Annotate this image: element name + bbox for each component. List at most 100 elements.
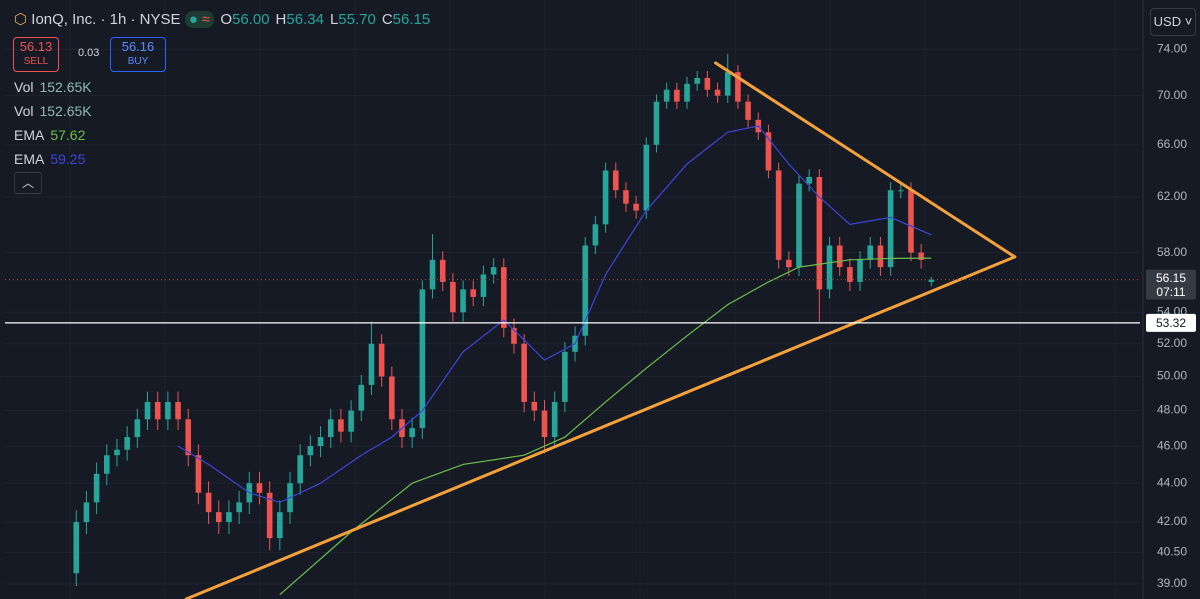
buy-label: BUY bbox=[127, 56, 149, 67]
spread: 0.03 bbox=[78, 47, 100, 59]
indicator-value: 152.65K bbox=[39, 79, 92, 95]
buy-price: 56.16 bbox=[121, 39, 155, 54]
candle-body bbox=[602, 170, 609, 225]
candle-body bbox=[674, 89, 680, 102]
indicator-value: 59.25 bbox=[50, 151, 86, 167]
candle-body bbox=[419, 289, 426, 429]
candle-body bbox=[582, 245, 589, 336]
ohlc-key: O bbox=[220, 11, 232, 28]
candle-body bbox=[724, 72, 731, 96]
candle-body bbox=[500, 267, 507, 328]
candle-body bbox=[511, 327, 517, 344]
collapse-button[interactable]: ︿ bbox=[14, 172, 42, 194]
currency-button[interactable]: USD ˅ bbox=[1150, 8, 1196, 36]
candle-body bbox=[633, 203, 639, 211]
candle-body bbox=[236, 502, 242, 513]
candle-body bbox=[765, 132, 772, 171]
current-price-tag bbox=[1146, 269, 1196, 300]
candle-body bbox=[93, 473, 100, 503]
logo: ⬡ bbox=[14, 11, 28, 28]
ema-line bbox=[177, 125, 932, 504]
candle-body bbox=[338, 419, 344, 432]
candle-body bbox=[775, 170, 782, 260]
candle-body bbox=[714, 89, 721, 96]
y-tick-label: 70.00 bbox=[1157, 88, 1187, 102]
candle-body bbox=[877, 245, 884, 268]
candle-body bbox=[562, 351, 568, 402]
candle-body bbox=[612, 170, 619, 191]
status[interactable]: ● ≈ bbox=[184, 11, 215, 28]
candle-body bbox=[409, 428, 415, 438]
price-tag bbox=[1146, 313, 1196, 332]
candle-body bbox=[521, 343, 527, 402]
ohlc-value: 56.15 bbox=[392, 11, 431, 28]
candle-body bbox=[450, 281, 456, 313]
buy-button[interactable]: 56.16 BUY bbox=[110, 37, 166, 72]
candle-body bbox=[144, 401, 151, 420]
trendline bbox=[184, 255, 1017, 599]
candle-body bbox=[195, 455, 202, 493]
candle-body bbox=[103, 455, 110, 474]
price-tag-label: 53.32 bbox=[1156, 316, 1186, 330]
indicator-name: EMA bbox=[14, 127, 45, 143]
indicator-name: Vol bbox=[14, 103, 34, 119]
candle-body bbox=[429, 259, 436, 290]
candle-body bbox=[134, 419, 141, 438]
indicator: EMA 57.62 bbox=[14, 127, 85, 143]
indicator: EMA 59.25 bbox=[14, 151, 85, 167]
countdown: 07:11 bbox=[1156, 285, 1185, 299]
candle-body bbox=[185, 419, 192, 456]
candle-body bbox=[786, 259, 792, 268]
candle-body bbox=[114, 449, 120, 456]
ohlc-value: 55.70 bbox=[338, 11, 376, 28]
candle-body bbox=[918, 252, 924, 260]
candle-body bbox=[83, 502, 90, 523]
y-tick-label: 52.00 bbox=[1157, 336, 1187, 350]
candle-body bbox=[175, 401, 181, 420]
candle-body bbox=[908, 190, 914, 253]
sell-label: SELL bbox=[23, 56, 49, 67]
candle-body bbox=[928, 279, 935, 282]
indicator-value: 152.65K bbox=[39, 103, 92, 119]
symbol-row: ⬡ IonQ, Inc. · 1h · NYSE ● ≈ O56.00 H56.3… bbox=[14, 10, 430, 28]
y-tick-label: 62.00 bbox=[1157, 189, 1187, 203]
grid bbox=[5, 0, 1140, 599]
candle-body bbox=[368, 343, 375, 385]
candle-body bbox=[836, 245, 843, 268]
candle-body bbox=[307, 446, 314, 456]
candle-body bbox=[348, 410, 354, 432]
candle-body bbox=[226, 512, 232, 523]
candles bbox=[73, 53, 935, 587]
ohlc: O56.00 H56.34 L55.70 C56.15 bbox=[218, 11, 430, 28]
ema-line bbox=[279, 257, 932, 596]
indicator: Vol 152.65K bbox=[14, 79, 92, 95]
sell-button[interactable]: 56.13 SELL bbox=[13, 37, 59, 72]
ohlc-value: 56.34 bbox=[286, 11, 324, 28]
candle-body bbox=[623, 190, 629, 204]
candle-body bbox=[867, 245, 874, 260]
candle-body bbox=[460, 289, 466, 313]
candle-body bbox=[541, 410, 548, 438]
candle-body bbox=[796, 183, 802, 268]
candle-body bbox=[653, 101, 660, 145]
candle-body bbox=[277, 512, 283, 539]
candle-body bbox=[256, 483, 263, 493]
candle-body bbox=[826, 245, 833, 290]
candle-body bbox=[358, 384, 365, 411]
candle-body bbox=[643, 144, 650, 211]
symbol[interactable]: IonQ, Inc. · 1h · NYSE bbox=[31, 11, 181, 28]
candle-body bbox=[592, 224, 599, 246]
y-tick-label: 46.00 bbox=[1157, 438, 1187, 452]
indicator-name: Vol bbox=[14, 79, 34, 95]
candle-body bbox=[745, 101, 751, 120]
y-tick-label: 40.50 bbox=[1157, 545, 1187, 559]
candle-body bbox=[847, 267, 853, 282]
candle-body bbox=[490, 267, 497, 275]
y-tick-label: 44.00 bbox=[1157, 475, 1187, 489]
candle-body bbox=[266, 492, 273, 539]
trendline bbox=[714, 61, 1017, 259]
candle-body bbox=[887, 190, 894, 268]
candle-body bbox=[857, 259, 863, 282]
